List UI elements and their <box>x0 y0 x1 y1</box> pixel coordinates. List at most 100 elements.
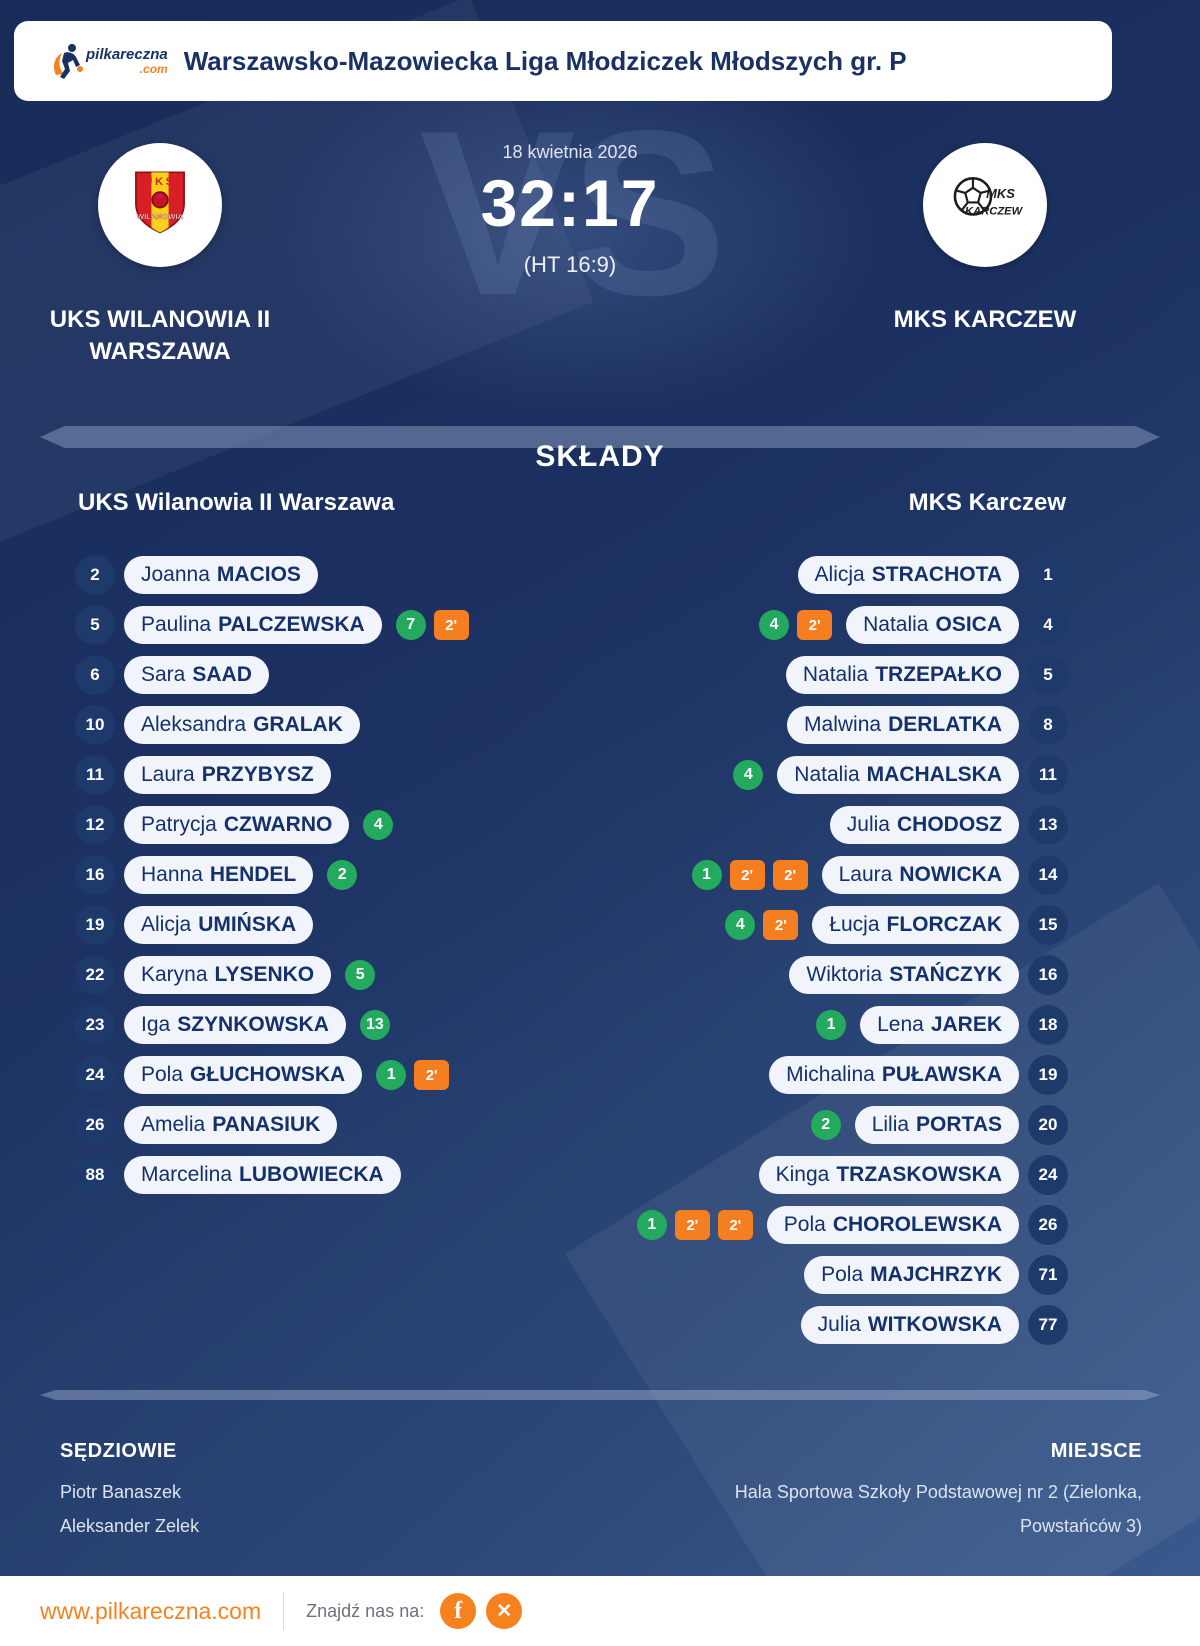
facebook-icon[interactable]: f <box>440 1593 477 1629</box>
player-last-name: MACHALSKA <box>866 763 1002 786</box>
goals-badge: 2 <box>810 1110 841 1140</box>
roster-row: Wiktoria STAŃCZYK 16 <box>637 950 1068 1000</box>
goals-badge: 1 <box>636 1210 667 1240</box>
player-number: 10 <box>75 705 115 745</box>
section-divider <box>40 426 1160 448</box>
pilkareczna-logo: pilkareczna .com <box>50 41 168 81</box>
player-pill: Paulina PALCZEWSKA <box>124 606 382 644</box>
roster-row: Julia CHODOSZ 13 <box>637 800 1068 850</box>
player-number: 11 <box>75 755 115 795</box>
player-pill: Patrycja CZWARNO <box>124 806 350 844</box>
player-last-name: LYSENKO <box>214 963 315 986</box>
player-badges: 1 2' <box>376 1060 450 1090</box>
player-pill: Natalia OSICA <box>846 606 1019 644</box>
player-first-name: Alicja <box>814 563 865 586</box>
player-first-name: Natalia <box>802 663 869 686</box>
player-last-name: PRZYBYSZ <box>201 763 314 786</box>
player-pill: Iga SZYNKOWSKA <box>124 1006 346 1044</box>
uks-wilanowia-crest-icon: UKS WILANOWIA <box>135 171 185 234</box>
player-badges: 13 <box>359 1010 390 1040</box>
player-pill: Marcelina LUBOWIECKA <box>124 1156 401 1194</box>
goals-badge: 4 <box>759 610 790 640</box>
venue-line: Hala Sportowa Szkoły Podstawowej nr 2 (Z… <box>734 1482 1142 1502</box>
referees-label: SĘDZIOWIE <box>60 1440 177 1462</box>
player-number: 18 <box>1028 1005 1068 1045</box>
footer-separator <box>283 1592 285 1630</box>
player-number: 15 <box>1028 905 1068 945</box>
svg-text:WILANOWIA: WILANOWIA <box>137 212 184 221</box>
player-last-name: PALCZEWSKA <box>218 613 365 636</box>
referee-name: Piotr Banaszek <box>60 1482 182 1502</box>
player-number: 2 <box>75 555 115 595</box>
player-badges: 2 <box>810 1110 841 1140</box>
player-number: 14 <box>1028 855 1068 895</box>
roster-row: 4 2' Łucja FLORCZAK 15 <box>637 900 1068 950</box>
player-first-name: Natalia <box>794 763 860 786</box>
player-last-name: GŁUCHOWSKA <box>190 1063 346 1086</box>
player-last-name: MACIOS <box>216 563 301 586</box>
roster-row: 2 Lilia PORTAS 20 <box>637 1100 1068 1150</box>
player-number: 5 <box>75 605 115 645</box>
player-number: 19 <box>75 905 115 945</box>
player-first-name: Julia <box>846 813 890 836</box>
player-badges: 1 <box>816 1010 847 1040</box>
player-pill: Hanna HENDEL <box>124 856 314 894</box>
player-number: 1 <box>1028 555 1068 595</box>
player-last-name: PORTAS <box>916 1113 1002 1136</box>
player-last-name: PANASIUK <box>212 1113 321 1136</box>
player-last-name: STRACHOTA <box>871 563 1002 586</box>
player-first-name: Pola <box>141 1063 184 1086</box>
player-first-name: Patrycja <box>141 813 217 836</box>
roster-row: Alicja STRACHOTA 1 <box>637 550 1068 600</box>
referee-name: Aleksander Zelek <box>60 1516 200 1536</box>
away-team-crest: MKS KARCZEW <box>923 143 1047 267</box>
player-pill: Łucja FLORCZAK <box>812 906 1019 944</box>
goals-badge: 7 <box>395 610 426 640</box>
mks-karczew-crest-icon: MKS KARCZEW <box>953 177 1024 217</box>
goals-badge: 4 <box>725 910 756 940</box>
penalty-badge: 2' <box>772 860 808 890</box>
player-first-name: Lena <box>877 1013 924 1036</box>
roster-row: Natalia TRZEPAŁKO 5 <box>637 650 1068 700</box>
player-first-name: Hanna <box>141 863 203 886</box>
goals-badge: 5 <box>345 960 376 990</box>
player-last-name: CHODOSZ <box>897 813 1002 836</box>
player-badges: 1 2' 2' <box>691 860 808 890</box>
roster-row: 10 Aleksandra GRALAK <box>75 700 469 750</box>
roster-row: 88 Marcelina LUBOWIECKA <box>75 1150 469 1200</box>
logo-suffix: .com <box>139 62 168 76</box>
goals-badge: 1 <box>691 860 722 890</box>
player-last-name: DERLATKA <box>888 713 1002 736</box>
player-pill: Karyna LYSENKO <box>124 956 332 994</box>
penalty-badge: 2' <box>414 1060 450 1090</box>
player-number: 16 <box>1028 955 1068 995</box>
player-badges: 2 <box>327 860 358 890</box>
player-pill: Pola GŁUCHOWSKA <box>124 1056 363 1094</box>
player-first-name: Joanna <box>141 563 210 586</box>
player-pill: Pola MAJCHRZYK <box>804 1256 1019 1294</box>
player-number: 26 <box>1028 1205 1068 1245</box>
player-pill: Michalina PUŁAWSKA <box>769 1056 1019 1094</box>
roster-row: Julia WITKOWSKA 77 <box>637 1300 1068 1350</box>
away-team-name: MKS KARCZEW <box>893 306 1077 333</box>
venue-block: MIEJSCE Hala Sportowa Szkoły Podstawowej… <box>662 1440 1142 1543</box>
player-pill: Aleksandra GRALAK <box>124 706 360 744</box>
player-number: 88 <box>75 1155 115 1195</box>
player-pill: Natalia TRZEPAŁKO <box>785 656 1019 694</box>
website-link[interactable]: www.pilkareczna.com <box>40 1597 262 1624</box>
player-number: 71 <box>1028 1255 1068 1295</box>
player-number: 4 <box>1028 605 1068 645</box>
player-pill: Natalia MACHALSKA <box>777 756 1019 794</box>
x-icon[interactable]: ✕ <box>486 1593 523 1629</box>
goals-badge: 2 <box>327 860 358 890</box>
vs-watermark: VS <box>419 81 727 344</box>
player-last-name: OSICA <box>935 613 1002 636</box>
player-first-name: Pola <box>783 1213 826 1236</box>
roster-row: 6 Sara SAAD <box>75 650 469 700</box>
player-last-name: CHOROLEWSKA <box>832 1213 1002 1236</box>
home-roster-header: UKS Wilanowia II Warszawa <box>78 489 395 516</box>
roster-row: 2 Joanna MACIOS <box>75 550 469 600</box>
player-last-name: JAREK <box>930 1013 1002 1036</box>
player-pill: Lilia PORTAS <box>854 1106 1019 1144</box>
